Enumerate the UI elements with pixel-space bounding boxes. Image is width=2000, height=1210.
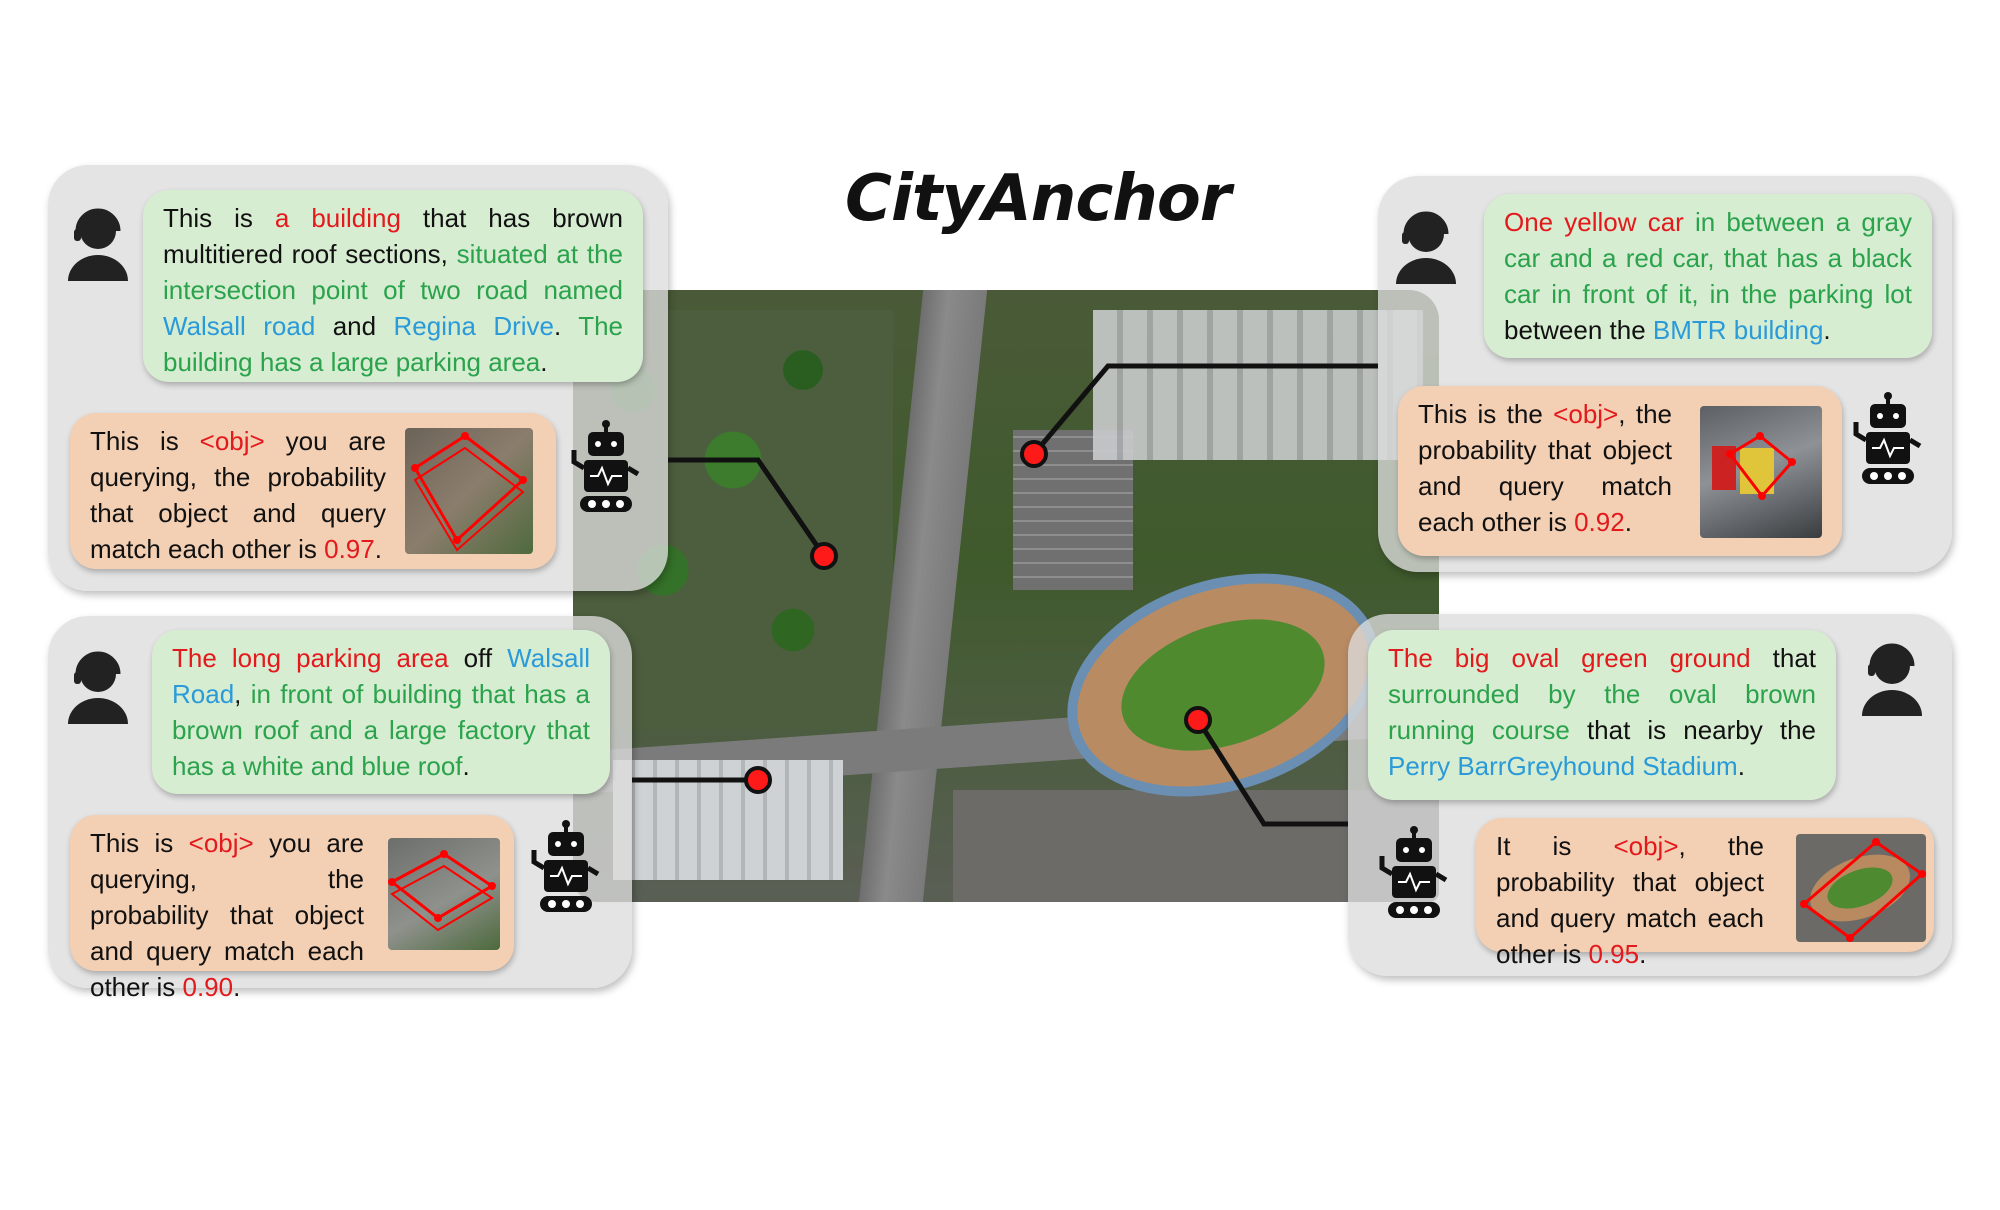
text-segment-red: <obj> [199,426,265,456]
text-segment-dark: . [1737,751,1745,781]
text-segment-dark: This is the [1418,399,1554,429]
diagram-title: CityAnchor [845,162,1231,236]
user-headset-icon [1396,211,1456,284]
text-segment-dark: This is [90,426,200,456]
text-segment-dark: that [1750,643,1817,673]
leader-line-building [668,457,827,558]
text-segment-red: a building [274,203,401,233]
text-segment-blue: Walsall road [163,311,316,341]
user-headset-icon [68,651,128,724]
object-thumbnail-stadium [1796,834,1926,942]
robot-icon [571,420,640,512]
marker-car [1020,440,1048,468]
object-thumbnail-parking [388,838,500,950]
query-bubble-building: This is a building that has brown multit… [143,190,643,382]
text-segment-red: The big oval green ground [1388,643,1751,673]
text-segment-dark: . [374,534,382,564]
object-thumbnail-building [405,428,533,554]
text-segment-dark: you are querying, the probability that o… [90,426,386,564]
factory-roofs [1093,310,1423,460]
text-segment-green: in between a gray car and a red car, tha… [1504,207,1912,309]
marker-parking [744,766,772,794]
text-segment-dark: . [1639,939,1647,969]
text-segment-blue: Walsall Road [172,643,590,709]
marker-building [810,542,838,570]
text-segment-blue: BMTR building [1652,315,1824,345]
text-segment-dark: . [554,311,579,341]
user-headset-icon [1862,643,1922,716]
robot-icon [1853,392,1922,484]
text-segment-red: The long parking area [172,643,449,673]
text-segment-red: 0.90 [182,972,234,1002]
text-segment-green: situated at the intersection point of tw… [163,239,623,305]
text-segment-blue: Regina Drive [393,311,555,341]
leader-line-stadium [1195,718,1348,827]
text-segment-red: 0.95 [1588,939,1640,969]
text-segment-dark: , [234,679,251,709]
text-segment-red: One yellow car [1504,207,1684,237]
robot-icon [1379,826,1448,918]
text-segment-dark: . [540,347,548,377]
text-segment-red: <obj> [188,828,254,858]
text-segment-red: <obj> [1613,831,1679,861]
user-headset-icon [68,208,128,281]
text-segment-dark: off [448,643,508,673]
text-segment-red: <obj> [1553,399,1619,429]
query-bubble-car: One yellow car in between a gray car and… [1484,194,1932,358]
text-segment-dark: . [462,751,470,781]
text-segment-dark: that has brown multitiered roof sections… [163,203,624,269]
text-segment-dark: . [233,972,241,1002]
marker-stadium [1184,706,1212,734]
text-segment-dark: , the probability that object and query … [1496,831,1765,969]
object-thumbnail-car [1700,406,1822,538]
text-segment-dark: between the [1504,315,1653,345]
text-segment-dark: . [1624,507,1632,537]
text-segment-dark: This is [90,828,189,858]
text-segment-dark: , the probability that object and query … [1418,399,1672,537]
leader-line-car [1032,363,1378,456]
answer-bubble-stadium: It is <obj>, the probability that object… [1476,818,1934,969]
text-segment-dark: . [1823,315,1831,345]
text-segment-dark: This is [163,203,275,233]
text-segment-green: in front of building that has a brown ro… [172,679,590,781]
text-segment-dark: and [315,311,394,341]
text-segment-blue: Perry BarrGreyhound Stadium [1388,751,1738,781]
query-bubble-stadium: The big oval green ground that surrounde… [1368,630,1836,800]
text-segment-red: 0.97 [324,534,375,564]
text-segment-red: 0.92 [1574,507,1625,537]
text-segment-dark: you are querying, the probability that o… [90,828,364,1002]
text-segment-green: The building has a large parking area [163,311,624,377]
robot-icon [531,820,600,912]
text-segment-green: surrounded by the oval brown running cou… [1388,679,1816,745]
text-segment-dark: that is nearby the [1569,715,1816,745]
query-bubble-parking: The long parking area off Walsall Road, … [152,630,610,794]
text-segment-dark: It is [1496,831,1614,861]
